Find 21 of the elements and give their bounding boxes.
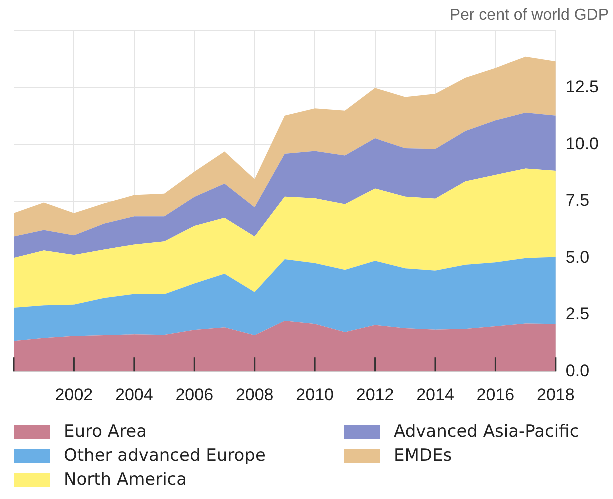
x-tick-label: 2004 <box>116 385 154 404</box>
legend-label: EMDEs <box>394 446 452 466</box>
x-tick-label: 2002 <box>55 385 94 404</box>
y-tick-label: 10.0 <box>566 134 600 154</box>
x-tick-label: 2008 <box>236 385 274 404</box>
legend-label: Euro Area <box>64 422 148 442</box>
y-axis-title: Per cent of world GDP <box>450 7 609 24</box>
x-tick-label: 2010 <box>296 385 334 404</box>
y-tick-label: 0.0 <box>566 361 590 380</box>
y-tick-label: 12.5 <box>566 78 600 97</box>
x-tick-label: 2016 <box>476 385 515 404</box>
y-tick-label: 7.5 <box>566 191 590 210</box>
x-tick-label: 2012 <box>356 385 394 404</box>
legend-label: Other advanced Europe <box>64 446 266 466</box>
y-tick-label: 5.0 <box>566 248 590 267</box>
x-tick-label: 2006 <box>176 385 214 404</box>
y-tick-label: 2.5 <box>566 304 590 324</box>
x-tick-label: 2014 <box>416 385 454 404</box>
legend-label: North America <box>64 470 188 490</box>
legend-label: Advanced Asia-Pacific <box>394 422 580 442</box>
x-tick-label: 2018 <box>537 385 575 404</box>
